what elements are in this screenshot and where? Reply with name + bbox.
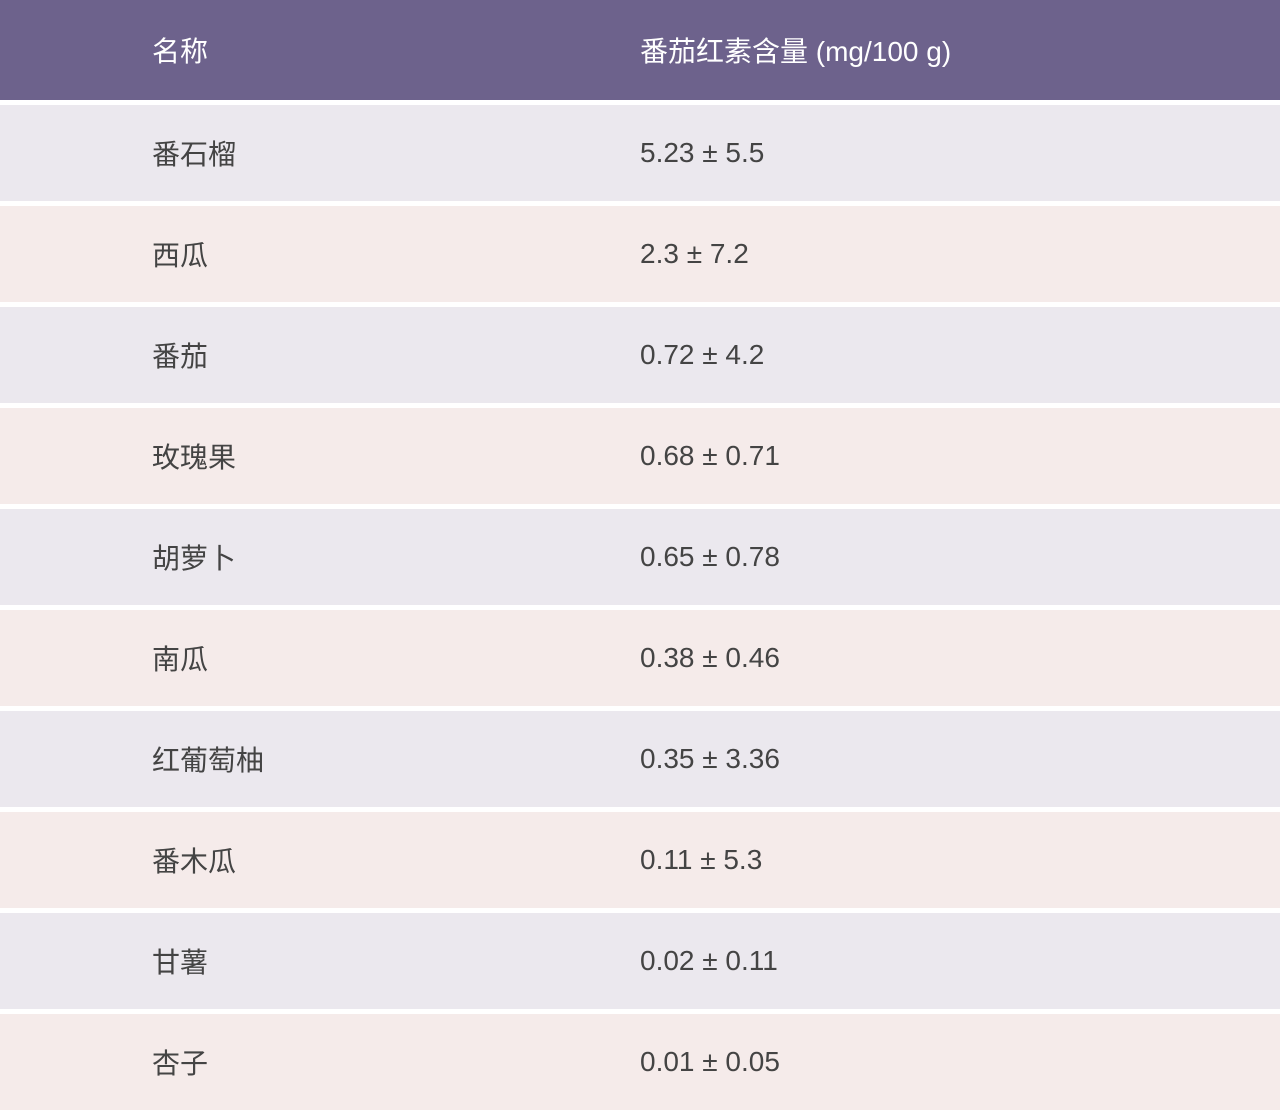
cell-value: 0.02 ± 0.11	[640, 913, 1280, 1009]
cell-value: 0.68 ± 0.71	[640, 408, 1280, 504]
header-value: 番茄红素含量 (mg/100 g)	[640, 0, 1280, 100]
cell-value: 0.72 ± 4.2	[640, 307, 1280, 403]
cell-name: 甘薯	[0, 913, 640, 1009]
table-row: 西瓜 2.3 ± 7.2	[0, 206, 1280, 302]
cell-name: 番木瓜	[0, 812, 640, 908]
cell-name: 西瓜	[0, 206, 640, 302]
cell-value: 2.3 ± 7.2	[640, 206, 1280, 302]
cell-name: 红葡萄柚	[0, 711, 640, 807]
cell-value: 0.65 ± 0.78	[640, 509, 1280, 605]
table-row: 杏子 0.01 ± 0.05	[0, 1014, 1280, 1110]
cell-value: 0.35 ± 3.36	[640, 711, 1280, 807]
table-row: 甘薯 0.02 ± 0.11	[0, 913, 1280, 1009]
table-row: 南瓜 0.38 ± 0.46	[0, 610, 1280, 706]
table-header-row: 名称 番茄红素含量 (mg/100 g)	[0, 0, 1280, 100]
table-row: 红葡萄柚 0.35 ± 3.36	[0, 711, 1280, 807]
table-row: 胡萝卜 0.65 ± 0.78	[0, 509, 1280, 605]
cell-name: 番茄	[0, 307, 640, 403]
table-row: 番石榴 5.23 ± 5.5	[0, 105, 1280, 201]
cell-value: 0.01 ± 0.05	[640, 1014, 1280, 1110]
cell-name: 南瓜	[0, 610, 640, 706]
cell-name: 杏子	[0, 1014, 640, 1110]
table-row: 玫瑰果 0.68 ± 0.71	[0, 408, 1280, 504]
cell-name: 胡萝卜	[0, 509, 640, 605]
table-body: 番石榴 5.23 ± 5.5 西瓜 2.3 ± 7.2 番茄 0.72 ± 4.…	[0, 100, 1280, 1110]
cell-name: 玫瑰果	[0, 408, 640, 504]
cell-value: 5.23 ± 5.5	[640, 105, 1280, 201]
table-row: 番木瓜 0.11 ± 5.3	[0, 812, 1280, 908]
cell-name: 番石榴	[0, 105, 640, 201]
table-row: 番茄 0.72 ± 4.2	[0, 307, 1280, 403]
lycopene-content-table: 名称 番茄红素含量 (mg/100 g) 番石榴 5.23 ± 5.5 西瓜 2…	[0, 0, 1280, 1110]
cell-value: 0.38 ± 0.46	[640, 610, 1280, 706]
header-name: 名称	[0, 0, 640, 100]
cell-value: 0.11 ± 5.3	[640, 812, 1280, 908]
